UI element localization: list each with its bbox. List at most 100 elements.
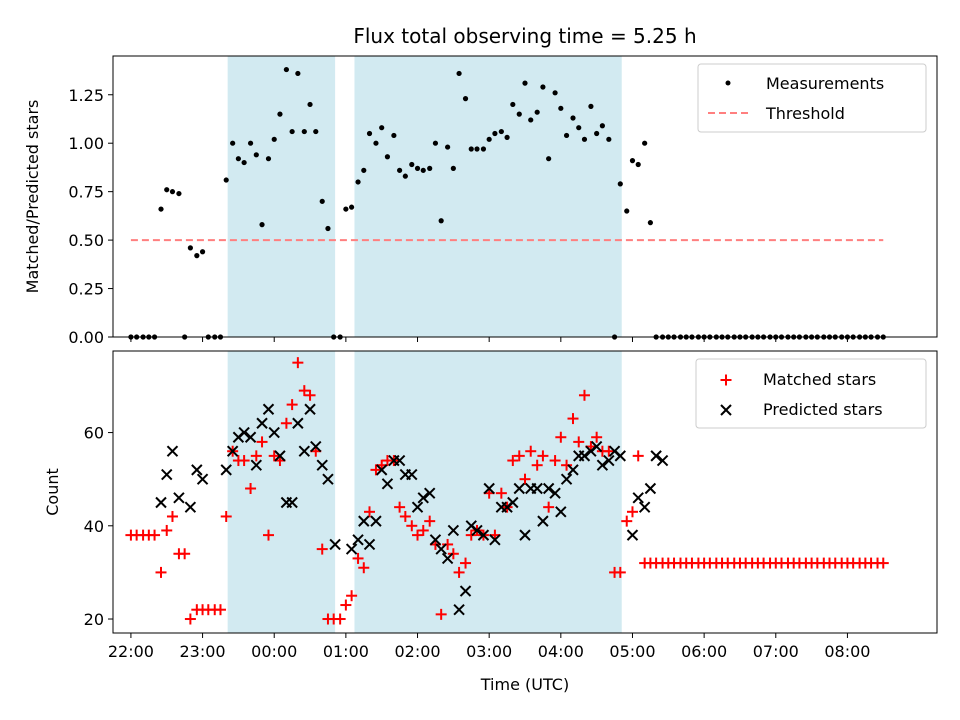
bottom-x-ticks: 22:00 23:00 00:00 01:00 02:00 03:00 04:00 05:00… bbox=[108, 633, 870, 661]
predicted-star-point bbox=[513, 482, 525, 495]
x-tick-label: 06:00 bbox=[681, 642, 727, 661]
measurement-point bbox=[313, 128, 319, 135]
matched-star-point bbox=[626, 506, 638, 518]
measurement-point bbox=[199, 249, 206, 255]
measurement-point bbox=[241, 159, 247, 166]
top-legend-box bbox=[697, 63, 927, 133]
measurement-point bbox=[504, 134, 510, 140]
y-tick-label: 0.50 bbox=[68, 231, 104, 250]
top-y-ticks: 0.00 0.25 0.50 0.75 1.00 1.25 bbox=[68, 86, 113, 347]
matched-star-point bbox=[877, 557, 889, 569]
measurement-point bbox=[528, 117, 534, 123]
predicted-star-point bbox=[345, 543, 358, 555]
predicted-star-point bbox=[363, 538, 376, 551]
predicted-star-point bbox=[298, 445, 311, 457]
measurement-point bbox=[558, 105, 564, 111]
matched-star-point bbox=[435, 608, 447, 620]
predicted-star-point bbox=[590, 440, 603, 453]
bottom-panel: 20 40 60 22:00 23:00 00:00 01:00 02:00 03:00 04:… bbox=[43, 350, 938, 694]
measurement-point bbox=[253, 152, 259, 158]
matched-star-point bbox=[214, 604, 226, 616]
predicted-star-point bbox=[250, 459, 263, 471]
predicted-star-point bbox=[537, 515, 549, 527]
matched-star-point bbox=[262, 529, 274, 541]
y-tick-label: 1.00 bbox=[68, 134, 104, 153]
predicted-star-point bbox=[596, 459, 609, 471]
measurement-point bbox=[468, 146, 474, 152]
predicted-star-point bbox=[459, 585, 472, 597]
legend-measurements-marker bbox=[725, 80, 731, 86]
predicted-star-point bbox=[423, 487, 436, 499]
predicted-star-point bbox=[489, 534, 501, 546]
matched-star-point bbox=[256, 436, 268, 448]
measurement-point bbox=[642, 140, 648, 146]
measurement-point bbox=[414, 165, 421, 171]
measurement-point bbox=[283, 66, 289, 73]
x-tick-label: 03:00 bbox=[466, 642, 512, 661]
matched-star-point bbox=[561, 459, 573, 471]
predicted-star-point bbox=[292, 417, 304, 429]
predicted-star-point bbox=[238, 426, 250, 439]
predicted-star-point bbox=[567, 464, 579, 476]
matched-star-point bbox=[352, 552, 364, 564]
predicted-star-point bbox=[393, 454, 406, 467]
predicted-star-point bbox=[184, 501, 197, 513]
matched-star-point bbox=[573, 436, 585, 448]
x-axis-label: Time (UTC) bbox=[480, 675, 569, 694]
matched-star-point bbox=[495, 487, 507, 499]
measurement-point bbox=[187, 245, 193, 251]
bottom-legend: Matched stars Predicted stars bbox=[695, 358, 927, 429]
measurement-point bbox=[599, 123, 605, 129]
measurement-point bbox=[522, 80, 528, 86]
predicted-star-point bbox=[352, 534, 364, 546]
matched-star-point bbox=[417, 524, 429, 536]
matched-star-point bbox=[340, 599, 352, 611]
matched-star-point bbox=[238, 455, 250, 467]
matched-star-point bbox=[531, 459, 543, 471]
predicted-star-point bbox=[322, 473, 334, 485]
top-panel: 0.00 0.25 0.50 0.75 1.00 1.25 Flux total obse… bbox=[23, 24, 938, 347]
predicted-star-point bbox=[274, 450, 286, 462]
measurement-point bbox=[581, 136, 588, 142]
measurement-point bbox=[480, 146, 487, 152]
x-tick-label: 01:00 bbox=[323, 642, 369, 661]
predicted-star-point bbox=[329, 538, 341, 551]
predicted-star-point bbox=[262, 403, 275, 415]
top-y-axis-label: Matched/Predicted stars bbox=[23, 100, 42, 294]
measurement-point bbox=[265, 156, 272, 162]
predicted-star-point bbox=[316, 459, 328, 471]
x-tick-label: 08:00 bbox=[824, 642, 870, 661]
shaded-region bbox=[227, 56, 336, 337]
measurement-point bbox=[366, 130, 373, 137]
shaded-region bbox=[354, 351, 622, 633]
legend-plus-glyph bbox=[720, 374, 732, 386]
measurement-point bbox=[588, 103, 594, 109]
y-tick-label: 60 bbox=[84, 424, 104, 443]
measurement-point bbox=[391, 132, 397, 139]
predicted-star-point bbox=[268, 426, 280, 439]
matched-star-point bbox=[519, 473, 531, 485]
predicted-star-point bbox=[161, 468, 173, 481]
predicted-star-point bbox=[453, 603, 465, 616]
measurement-point bbox=[158, 206, 164, 212]
matched-star-point bbox=[280, 417, 292, 429]
bottom-y-axis-label: Count bbox=[43, 468, 62, 516]
measurement-point bbox=[576, 125, 582, 131]
matched-star-point bbox=[316, 543, 328, 555]
matched-star-point bbox=[286, 399, 298, 411]
matched-star-point bbox=[465, 529, 477, 541]
matched-star-point bbox=[614, 566, 626, 578]
predicted-star-point bbox=[196, 473, 209, 485]
top-series bbox=[128, 66, 886, 340]
measurement-point bbox=[355, 179, 361, 185]
x-tick-label: 07:00 bbox=[753, 642, 799, 661]
measurement-point bbox=[164, 187, 170, 193]
measurement-point bbox=[445, 144, 451, 150]
matched-star-point bbox=[304, 389, 316, 401]
predicted-star-point bbox=[656, 454, 669, 467]
measurement-point bbox=[349, 204, 355, 210]
matched-star-point bbox=[220, 510, 232, 522]
top-x-ticks bbox=[130, 337, 848, 342]
matched-star-point bbox=[394, 501, 406, 513]
matched-star-point bbox=[250, 450, 262, 462]
